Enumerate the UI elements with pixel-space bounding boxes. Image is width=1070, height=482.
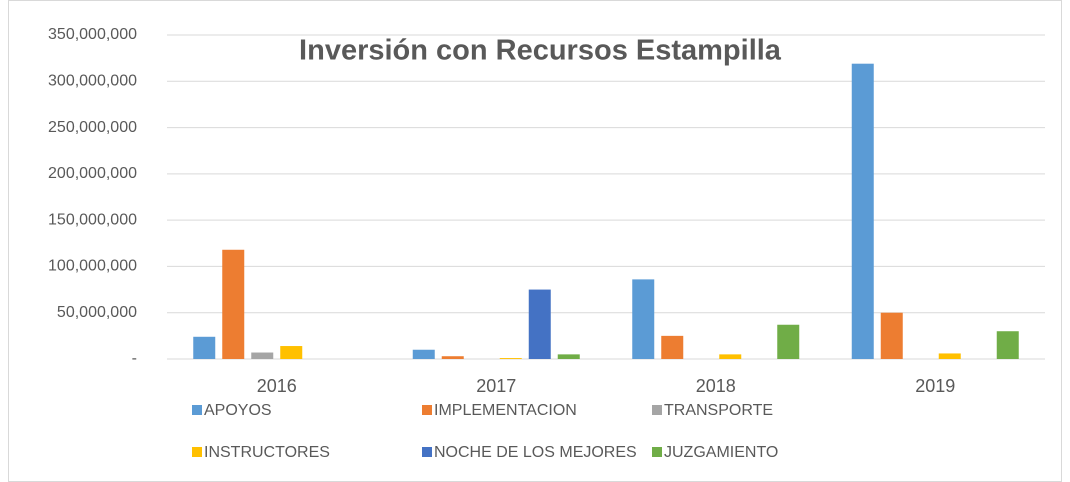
bar <box>880 312 903 359</box>
x-tick-label: 2017 <box>476 376 516 396</box>
bar <box>193 336 216 359</box>
legend-label: TRANSPORTE <box>664 402 773 419</box>
bar <box>632 279 655 359</box>
legend-swatch <box>192 405 202 415</box>
bar <box>528 289 551 359</box>
legend-label: INSTRUCTORES <box>204 444 330 461</box>
legend-label: NOCHE DE LOS MEJORES <box>434 444 637 461</box>
bar <box>499 358 522 359</box>
bar <box>280 346 303 359</box>
x-tick-label: 2016 <box>257 376 297 396</box>
legend-swatch <box>422 405 432 415</box>
y-tick-label: - <box>132 350 137 367</box>
bar <box>251 352 274 359</box>
bar <box>412 349 435 359</box>
legend-label: APOYOS <box>204 402 272 419</box>
y-tick-label: 50,000,000 <box>57 304 137 321</box>
bar <box>996 331 1019 359</box>
legend-swatch <box>652 405 662 415</box>
y-tick-label: 100,000,000 <box>48 258 137 275</box>
bar <box>661 335 684 359</box>
bar <box>719 354 742 359</box>
legend-swatch <box>192 447 202 457</box>
bar <box>777 324 800 359</box>
chart-frame <box>8 0 1062 482</box>
y-tick-label: 250,000,000 <box>48 119 137 136</box>
bar <box>938 353 961 359</box>
y-tick-label: 150,000,000 <box>48 211 137 228</box>
legend-label: JUZGAMIENTO <box>664 444 778 461</box>
legend-label: IMPLEMENTACION <box>434 402 577 419</box>
bar <box>851 63 874 359</box>
legend-swatch <box>422 447 432 457</box>
bar <box>222 249 245 359</box>
y-tick-label: 350,000,000 <box>48 26 137 43</box>
x-tick-label: 2018 <box>696 376 736 396</box>
y-tick-label: 200,000,000 <box>48 165 137 182</box>
x-tick-label: 2019 <box>915 376 955 396</box>
bar <box>441 356 464 359</box>
y-tick-label: 300,000,000 <box>48 73 137 90</box>
legend-swatch <box>652 447 662 457</box>
bar <box>557 354 580 359</box>
chart-title: Inversión con Recursos Estampilla <box>299 35 782 67</box>
